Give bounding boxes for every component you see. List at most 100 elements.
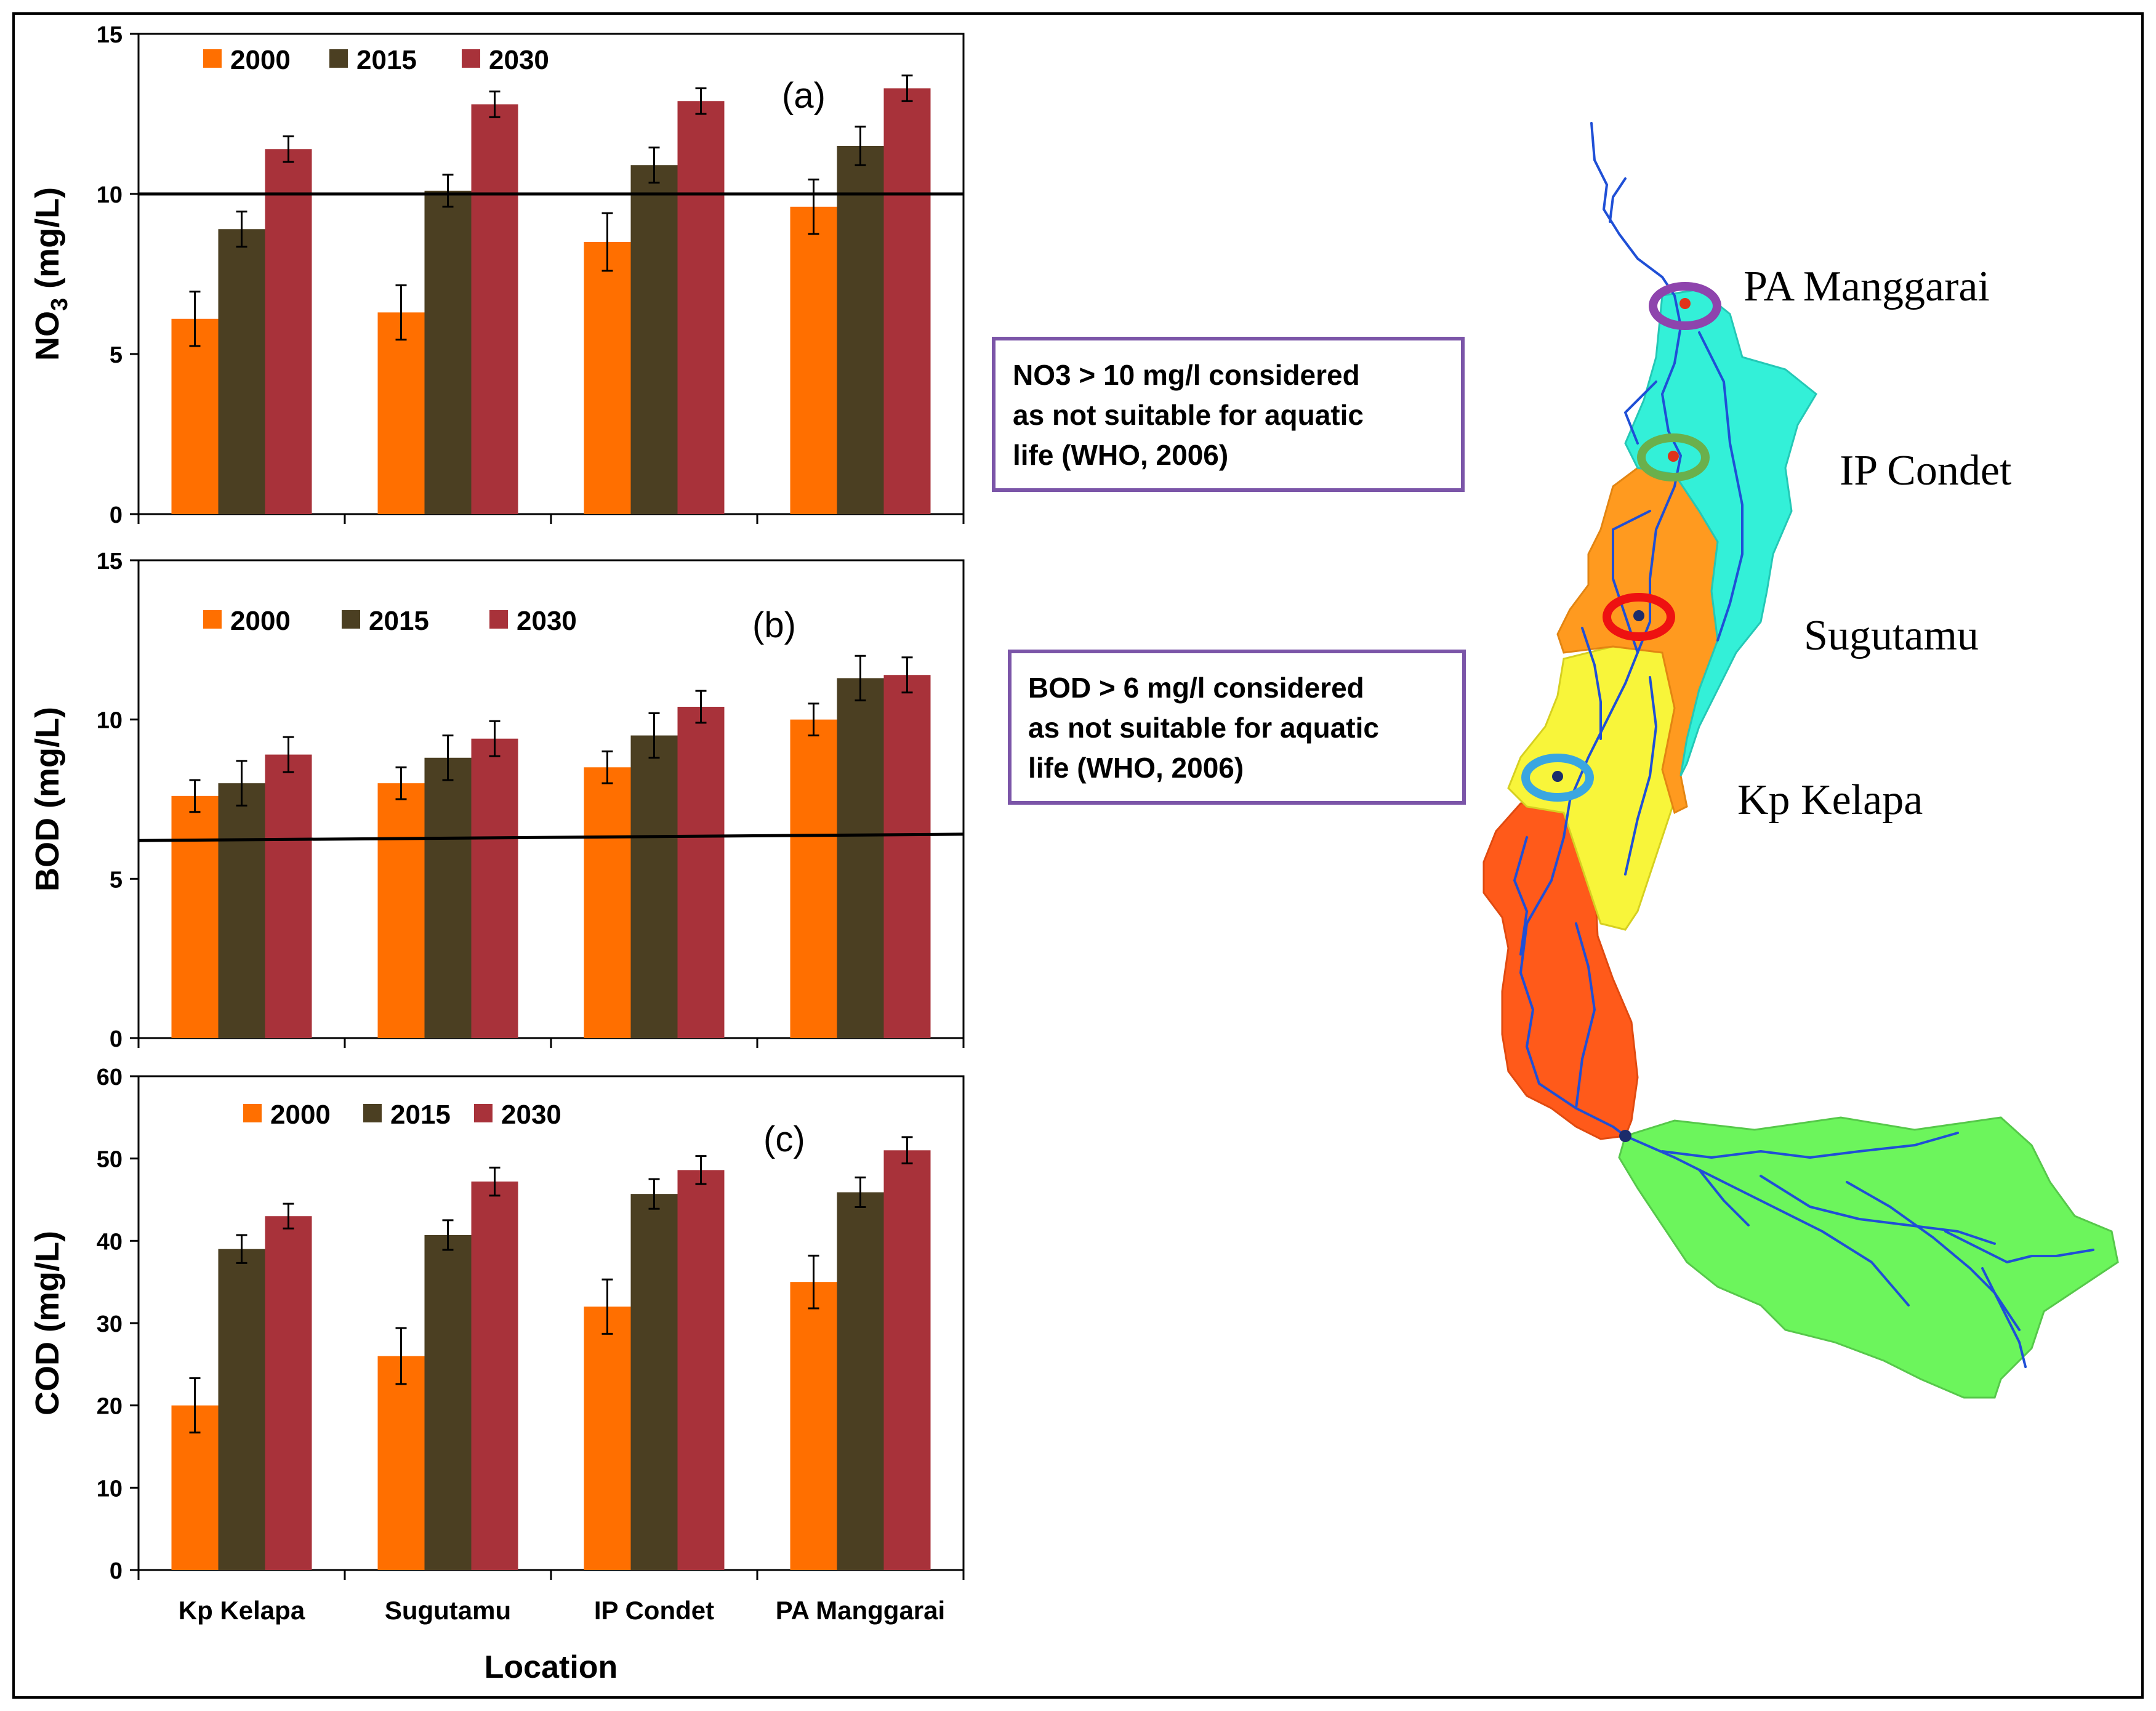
ytick-label-c-20: 20 [97,1394,123,1420]
bar-a-2000-kp-kelapa [171,318,219,514]
ytick-label-a-5: 5 [110,342,123,368]
note-no3: NO3 > 10 mg/l considered as not suitable… [992,337,1465,492]
bar-c-2015-pa-manggarai [837,1192,884,1570]
legend-swatch-c-2015 [363,1104,382,1122]
ylabel-unit-a: (mg/L) [29,187,66,298]
river-tributary-2 [1698,331,1744,642]
legend-swatch-a-2000 [203,49,222,68]
site-label-sugutamu: Sugutamu [1804,612,1979,659]
panel-tag-b: (b) [752,605,796,645]
bar-c-2000-sugutamu [377,1356,425,1570]
bar-a-2000-ip-condet [584,242,631,514]
ytick-label-c-30: 30 [97,1311,123,1337]
site-marker-sugutamu [1603,593,1675,641]
chart-panel-no3: 0 5 10 15 2000 2015 2030 (a) NO3 (mg/L) [29,22,965,528]
bar-a-2015-sugutamu [424,190,472,514]
ylabel-main-b: BOD (mg/L) [29,707,66,892]
dot-ip-condet [1668,451,1679,462]
note-bod: BOD > 6 mg/l considered as not suitable … [1008,650,1466,805]
legend-label-b-2000: 2000 [230,606,291,636]
bar-a-2030-ip-condet [677,101,725,514]
river-tributary-11 [1760,1175,1996,1245]
threshold-line-b [138,832,964,842]
xcat-label-kp-kelapa: Kp Kelapa [179,1596,305,1625]
note-bod-line-1: BOD > 6 mg/l considered [1028,672,1364,704]
xlabel-c: Location [485,1649,618,1685]
bar-a-2000-pa-manggarai [790,206,837,514]
river-tributary-6 [1624,676,1657,876]
river-tributary-15 [1981,1267,2027,1368]
chart-panel-bod: 0 5 10 15 2000 2015 2030 (b) BOD (mg/L) [29,549,965,1052]
ytick-label-b-5: 5 [110,867,123,893]
subbasin-red [1482,799,1639,1140]
river-tributary-5 [1581,627,1602,740]
ylabel-sub-a: 3 [47,298,73,311]
bar-a-2015-ip-condet [630,165,678,514]
ytick-label-b-10: 10 [97,708,123,734]
ring-kp-kelapa [1521,754,1594,802]
ytick-label-c-0: 0 [110,1558,123,1584]
bar-b-2030-pa-manggarai [883,675,931,1038]
ytick-label-c-10: 10 [97,1476,123,1502]
river-tributary-4 [1612,510,1651,654]
note-no3-line-3: life (WHO, 2006) [1013,439,1228,471]
river-network [1513,122,2094,1368]
legend-swatch-b-2030 [489,610,508,629]
ytick-label-c-50: 50 [97,1147,123,1173]
ylabel-a: NO3 (mg/L) [29,187,73,361]
legend-label-c-2000: 2000 [270,1100,331,1130]
ytick-label-b-15: 15 [97,549,123,574]
site-marker-ip-condet [1637,433,1710,481]
legend-label-c-2030: 2030 [501,1100,561,1130]
legend-label-b-2015: 2015 [369,606,429,636]
river-tributary-7 [1513,836,1528,956]
ring-ip-condet [1637,433,1710,481]
legend-swatch-a-2015 [329,49,348,68]
site-marker-pa-manggarai [1649,282,1721,330]
bar-b-2000-pa-manggarai [790,719,837,1038]
ylabel-main-a: NO [29,311,66,361]
bar-c-2030-pa-manggarai [883,1150,931,1570]
site-label-pa-manggarai: PA Manggarai [1744,263,1990,310]
bar-a-2015-kp-kelapa [218,229,265,514]
ytick-label-a-10: 10 [97,182,123,208]
panel-tag-c: (c) [763,1119,805,1159]
dot-sugutamu [1633,610,1644,621]
ylabel-main-c: COD (mg/L) [29,1231,66,1415]
legend-label-b-2030: 2030 [517,606,577,636]
legend-swatch-b-2000 [203,610,222,629]
bar-c-2015-sugutamu [424,1234,472,1570]
bar-a-2030-sugutamu [471,104,518,514]
note-no3-box [992,337,1465,492]
ytick-label-a-15: 15 [97,22,123,48]
river-tributary-14 [1698,1169,1750,1226]
ring-sugutamu [1603,593,1675,641]
note-bod-line-2: as not suitable for aquatic [1028,712,1379,744]
bar-b-2030-sugutamu [471,738,518,1038]
river-tributary-8 [1575,922,1596,1109]
site-marker-kp-kelapa [1521,754,1594,802]
legend-swatch-b-2015 [342,610,360,629]
bar-b-2015-pa-manggarai [837,678,884,1038]
bar-b-2030-ip-condet [677,706,725,1038]
bar-b-2000-ip-condet [584,767,631,1038]
bar-b-2015-ip-condet [630,735,678,1038]
xcat-label-ip-condet: IP Condet [594,1596,714,1625]
bar-a-2015-pa-manggarai [837,146,884,514]
river-tributary-9 [1624,1135,1910,1306]
ytick-label-c-60: 60 [97,1065,123,1090]
ylabel-b: BOD (mg/L) [29,707,66,892]
site-label-ip-condet: IP Condet [1840,447,2012,494]
note-bod-line-3: life (WHO, 2006) [1028,752,1244,784]
dot-pa-manggarai [1679,298,1691,309]
river-tributary-3 [1624,380,1657,445]
bar-b-2000-sugutamu [377,783,425,1038]
panel-tag-a: (a) [782,76,826,116]
legend-label-c-2015: 2015 [390,1100,451,1130]
dot-kp-kelapa [1552,771,1563,782]
xcat-label-pa-manggarai: PA Manggarai [776,1596,945,1625]
bar-b-2015-kp-kelapa [218,783,265,1038]
legend-label-a-2000: 2000 [230,45,291,75]
ytick-label-b-0: 0 [110,1026,123,1052]
